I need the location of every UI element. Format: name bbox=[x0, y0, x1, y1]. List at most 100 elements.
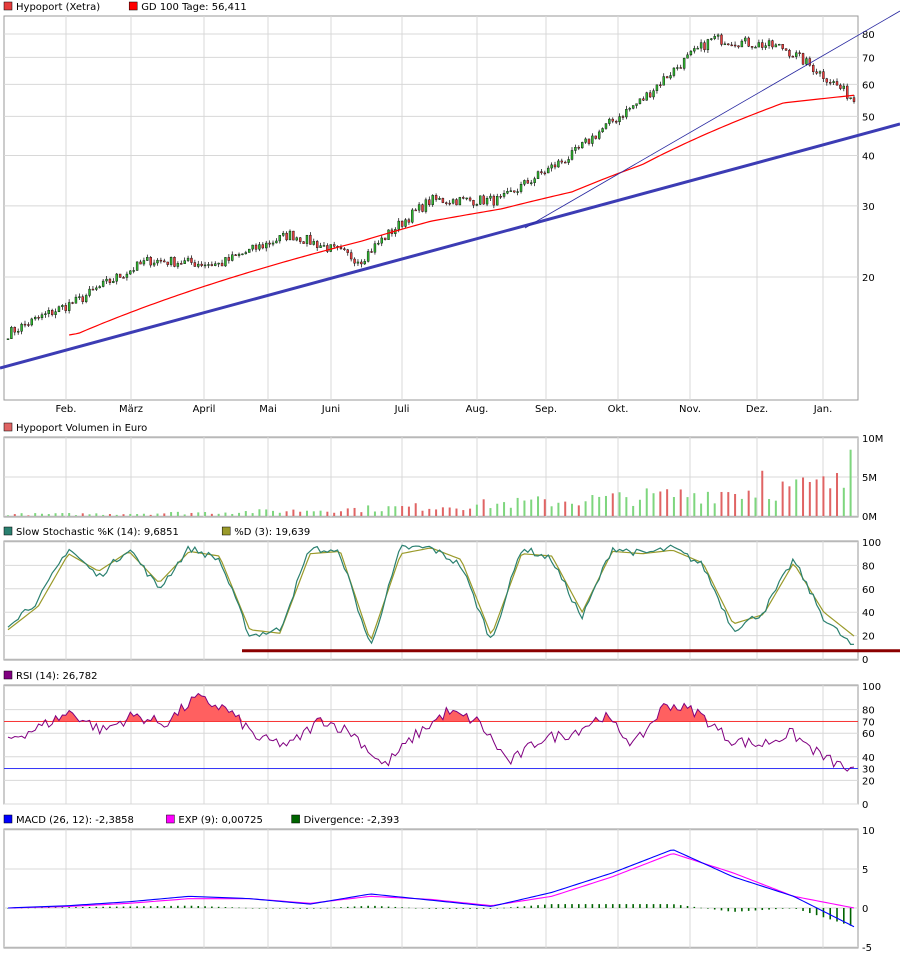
volume-bar bbox=[373, 511, 376, 516]
candle-body bbox=[791, 55, 795, 58]
candle-body bbox=[513, 190, 516, 193]
divergence-bar bbox=[326, 907, 329, 909]
candle-body bbox=[424, 199, 428, 212]
x-label-2: April bbox=[193, 404, 216, 415]
candle-body bbox=[261, 244, 265, 249]
volume-bar bbox=[40, 513, 43, 516]
candle-body bbox=[302, 241, 305, 244]
candle-body bbox=[604, 123, 608, 129]
candle-body bbox=[720, 34, 723, 45]
legend-swatch-2-0 bbox=[3, 526, 13, 536]
candle-body bbox=[159, 259, 163, 262]
candle-body bbox=[220, 262, 224, 267]
candle-body bbox=[723, 43, 727, 46]
candle-body bbox=[234, 254, 237, 256]
volume-bar bbox=[666, 489, 669, 516]
candle-body bbox=[332, 244, 336, 247]
volume-bar bbox=[611, 493, 614, 516]
candle-body bbox=[771, 40, 774, 48]
volume-bar bbox=[360, 512, 363, 516]
y-tick-2-1: 80 bbox=[862, 561, 875, 572]
divergence-bar bbox=[815, 908, 818, 916]
candle-body bbox=[727, 43, 730, 46]
volume-bar bbox=[265, 509, 268, 516]
volume-bar bbox=[217, 513, 220, 516]
y-tick-1-2: 0M bbox=[862, 512, 877, 523]
legend-swatch-4-2 bbox=[291, 814, 300, 824]
divergence-bar bbox=[523, 906, 526, 908]
candle-body bbox=[210, 264, 214, 266]
candle-body bbox=[689, 50, 693, 56]
candle-body bbox=[173, 257, 176, 267]
legend-label-4-1: EXP (9): 0,00725 bbox=[178, 815, 262, 826]
candle-body bbox=[214, 263, 217, 266]
candle-body bbox=[101, 280, 105, 287]
candle-body bbox=[767, 40, 771, 46]
candle-body bbox=[584, 138, 587, 143]
x-label-10: Dez. bbox=[746, 404, 768, 415]
x-label-4: Juni bbox=[321, 404, 340, 415]
volume-bar bbox=[523, 500, 526, 516]
volume-bar bbox=[54, 513, 57, 516]
volume-bar bbox=[815, 479, 818, 516]
volume-bar bbox=[47, 514, 50, 516]
divergence-bar bbox=[197, 906, 200, 908]
divergence-bar bbox=[122, 906, 125, 908]
candle-body bbox=[404, 219, 407, 227]
candle-body bbox=[829, 82, 832, 84]
candle-body bbox=[312, 241, 315, 245]
candle-body bbox=[227, 257, 231, 261]
volume-bar bbox=[27, 515, 30, 516]
panel-frame-2 bbox=[3, 540, 859, 661]
volume-bar bbox=[516, 497, 519, 516]
divergence-bar bbox=[673, 904, 675, 908]
volume-bar bbox=[829, 488, 832, 516]
legend-label-4-2: Divergence: -2,393 bbox=[304, 815, 400, 826]
candle-body bbox=[339, 247, 343, 249]
divergence-bar bbox=[211, 906, 213, 908]
volume-bar bbox=[156, 513, 159, 516]
y-tick-3-4: 40 bbox=[862, 753, 875, 764]
divergence-bar bbox=[645, 904, 648, 908]
macd-line bbox=[7, 849, 855, 928]
candle-body bbox=[74, 296, 78, 304]
divergence-bar bbox=[727, 908, 730, 912]
candle-body bbox=[88, 288, 91, 296]
volume-bar bbox=[638, 499, 641, 516]
legend-label-1-0: Hypoport Volumen in Euro bbox=[16, 423, 147, 434]
volume-bar bbox=[584, 501, 587, 516]
candle-body bbox=[832, 81, 835, 83]
candle-body bbox=[71, 302, 74, 304]
candle-body bbox=[699, 42, 703, 49]
candle-body bbox=[716, 34, 720, 37]
divergence-bar bbox=[537, 905, 539, 908]
candle-body bbox=[733, 44, 737, 47]
candle-body bbox=[597, 131, 601, 139]
divergence-bar bbox=[476, 908, 478, 909]
y-tick-3-2: 70 bbox=[862, 717, 875, 728]
candle-body bbox=[91, 288, 95, 291]
candle-body bbox=[625, 109, 628, 118]
candle-body bbox=[788, 49, 791, 57]
y-tick-4-2: 0 bbox=[862, 904, 868, 915]
volume-bar bbox=[122, 514, 125, 516]
candle-body bbox=[142, 260, 146, 265]
divergence-bar bbox=[34, 907, 36, 909]
candle-body bbox=[740, 40, 744, 48]
candle-body bbox=[282, 232, 285, 236]
y-tick-3-6: 20 bbox=[862, 776, 875, 787]
candle-body bbox=[638, 98, 642, 104]
volume-bar bbox=[183, 514, 186, 516]
divergence-bar bbox=[265, 908, 268, 909]
candle-body bbox=[479, 195, 482, 205]
volume-bar bbox=[686, 497, 689, 516]
candle-body bbox=[295, 237, 298, 241]
divergence-bar bbox=[775, 908, 777, 910]
divergence-bar bbox=[258, 908, 261, 909]
volume-bar bbox=[632, 505, 635, 516]
candle-body bbox=[125, 273, 129, 278]
volume-bar bbox=[482, 499, 485, 516]
y-tick-3-7: 0 bbox=[862, 800, 868, 811]
volume-bar bbox=[537, 496, 540, 516]
